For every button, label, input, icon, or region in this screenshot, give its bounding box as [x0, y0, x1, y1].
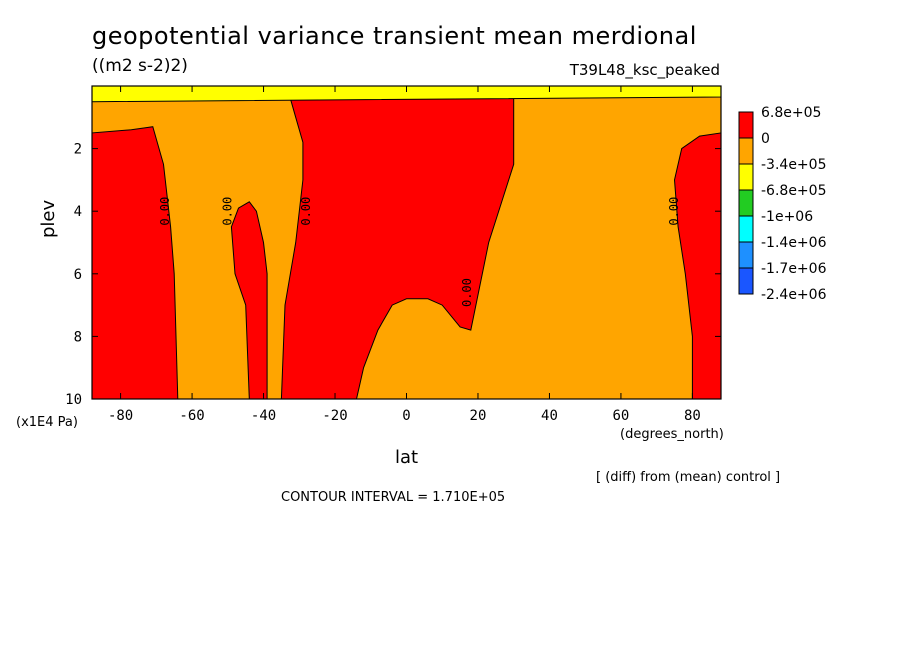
x-tick-label-8: 80 — [684, 408, 701, 424]
contour-label-4: 0.00 — [667, 197, 681, 226]
legend-label-6: -1.7e+06 — [761, 261, 827, 277]
x-tick-label-7: 60 — [613, 408, 630, 424]
legend-label-5: -1.4e+06 — [761, 235, 827, 251]
y-tick-label-4: 10 — [65, 392, 82, 408]
legend-swatch-0 — [738, 111, 754, 139]
x-axis-label: lat — [395, 447, 419, 468]
chart-title: geopotential variance transient mean mer… — [92, 22, 697, 50]
x-tick-label-4: 0 — [402, 408, 410, 424]
legend-swatch-1 — [738, 137, 754, 165]
experiment-label: T39L48_ksc_peaked — [569, 61, 720, 79]
x-axis-unit: (degrees_north) — [620, 427, 724, 442]
x-tick-label-3: -20 — [322, 408, 347, 424]
legend-swatch-3 — [738, 189, 754, 217]
y-axis-label: plev — [38, 199, 59, 238]
region-red-north-edge — [673, 132, 722, 400]
legend-label-1: 0 — [761, 131, 770, 147]
legend-label-7: -2.4e+06 — [761, 287, 827, 303]
contour-label-0: 0.00 — [158, 197, 172, 226]
legend-swatch-4 — [738, 215, 754, 243]
region-red-south-mid — [230, 201, 268, 400]
x-tick-label-2: -40 — [251, 408, 276, 424]
x-tick-label-1: -60 — [179, 408, 204, 424]
region-red-south-edge — [91, 126, 179, 400]
y-tick-label-3: 8 — [74, 329, 82, 345]
units-label: ((m2 s-2)2) — [92, 56, 188, 76]
contour-label-2: 0.00 — [299, 197, 313, 226]
contour-interval: CONTOUR INTERVAL = 1.710E+05 — [281, 490, 506, 505]
difference-note: [ (diff) from (mean) control ] — [596, 470, 781, 485]
contour-label-3: 0.00 — [460, 278, 474, 307]
legend-swatch-5 — [738, 241, 754, 269]
x-tick-label-5: 20 — [470, 408, 487, 424]
x-tick-label-0: -80 — [108, 408, 133, 424]
contour-label-1: 0.00 — [220, 197, 234, 226]
legend-label-0: 6.8e+05 — [761, 105, 821, 121]
legend-swatch-2 — [738, 163, 754, 191]
legend-label-3: -6.8e+05 — [761, 183, 826, 199]
y-tick-label-2: 6 — [74, 267, 82, 283]
y-tick-label-1: 4 — [74, 204, 82, 220]
legend-label-2: -3.4e+05 — [761, 157, 826, 173]
region-red-central — [280, 87, 515, 400]
y-axis-unit: (x1E4 Pa) — [16, 415, 78, 430]
x-tick-label-6: 40 — [541, 408, 558, 424]
legend-label-4: -1e+06 — [761, 209, 813, 225]
y-tick-label-0: 2 — [74, 142, 82, 158]
legend-swatch-6 — [738, 267, 754, 295]
